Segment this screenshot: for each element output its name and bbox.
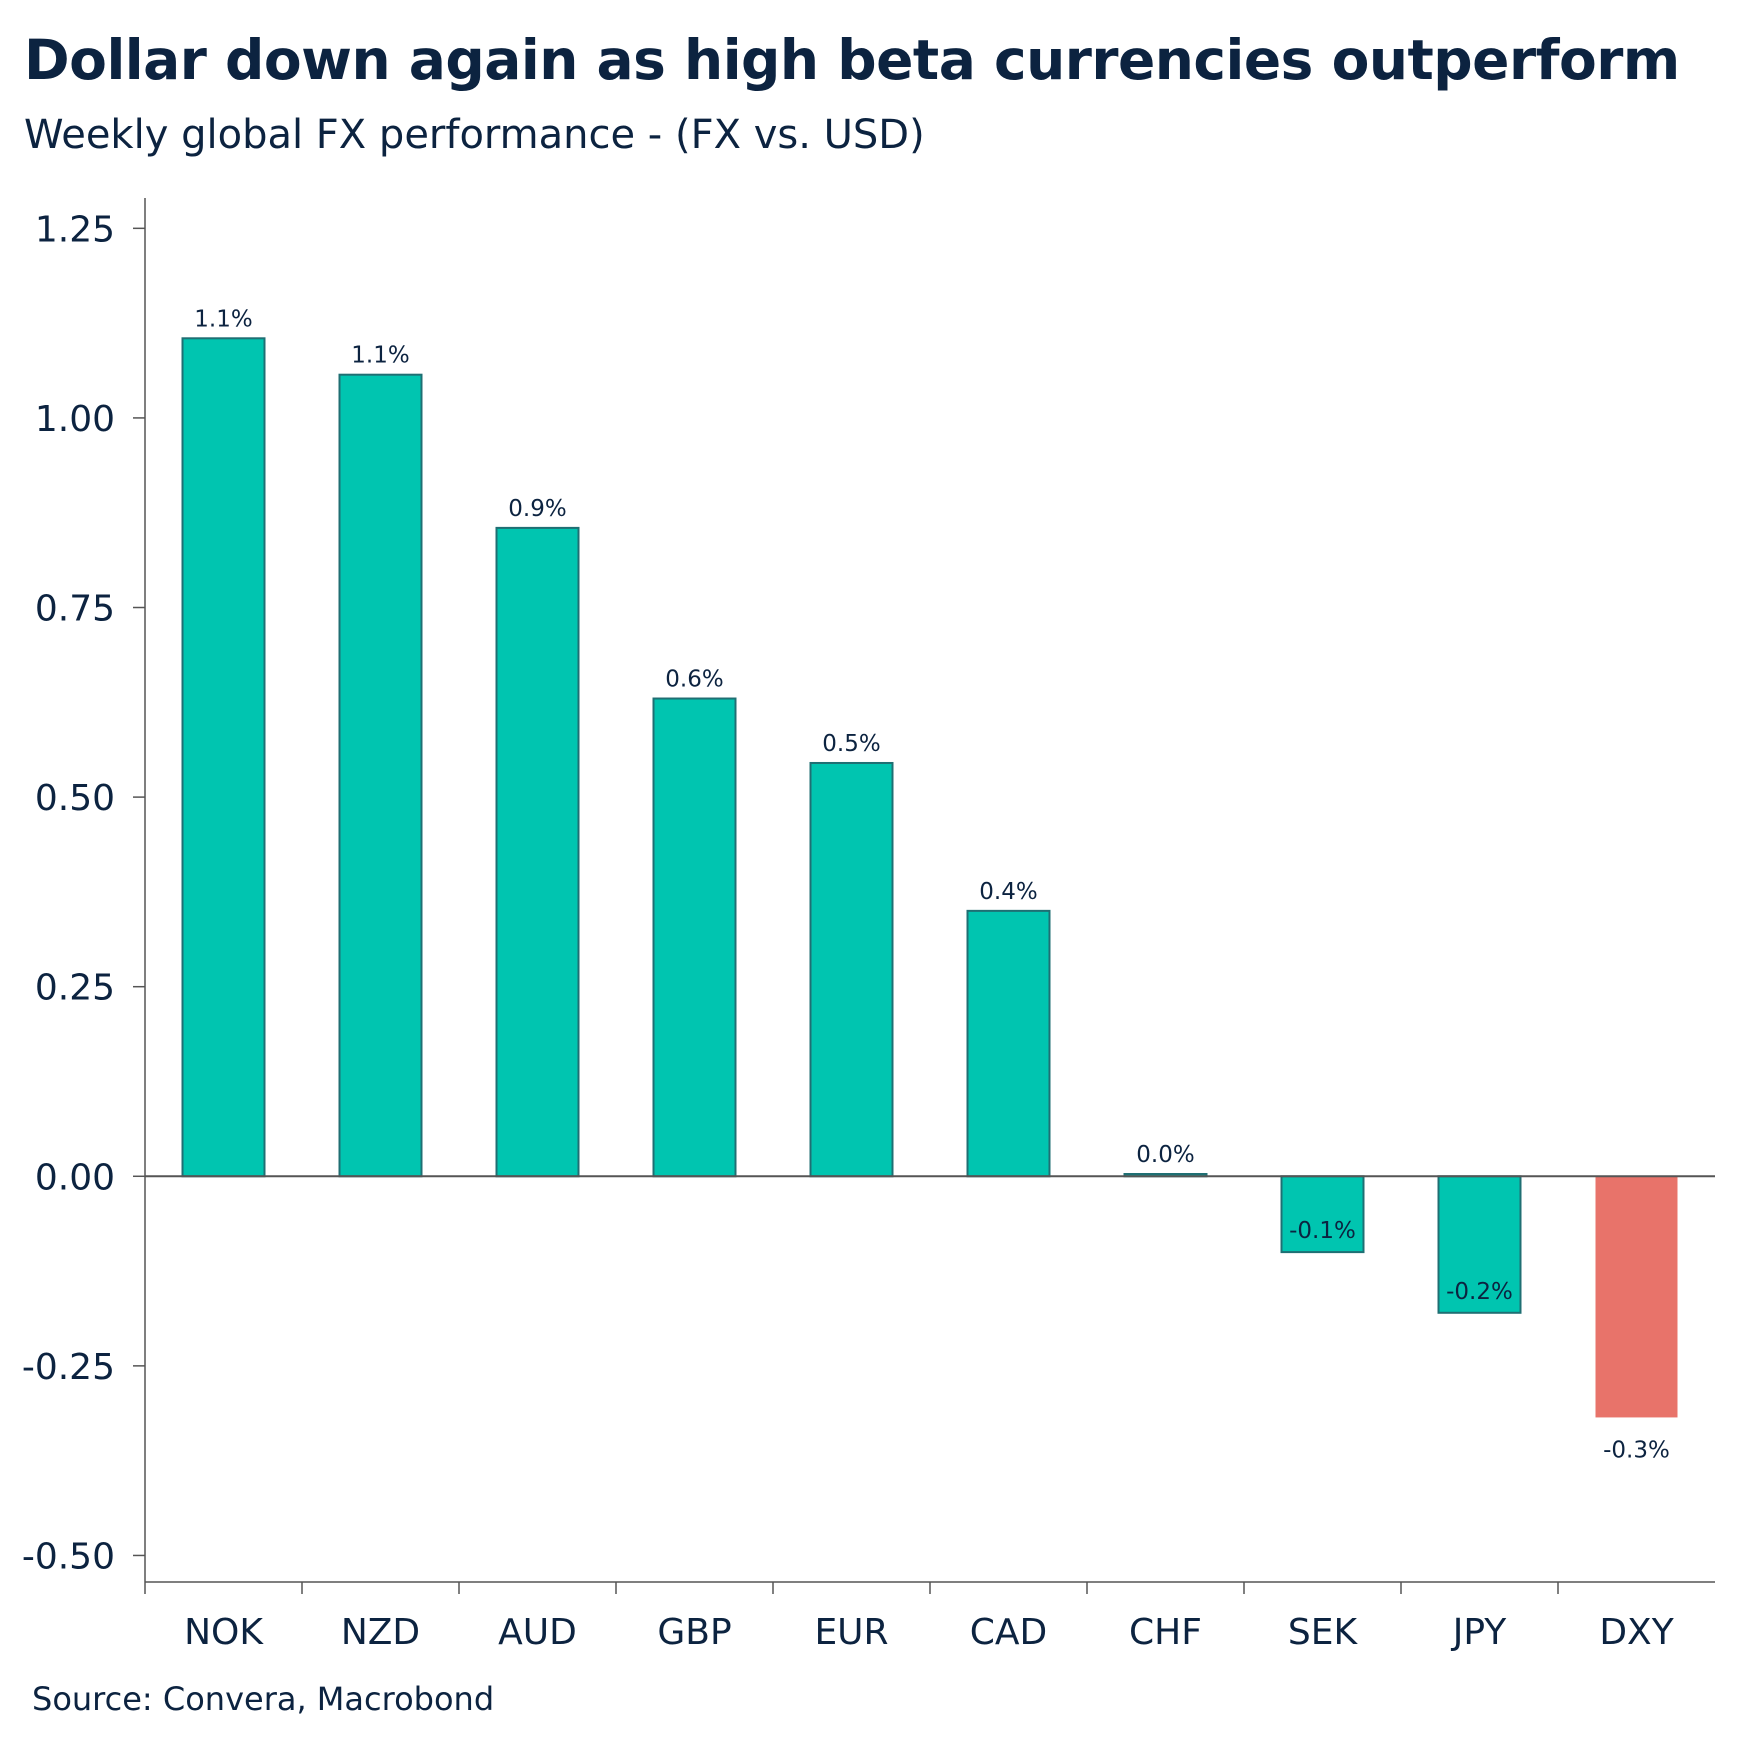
x-axis: NOK NZD AUD GBP EUR CAD CHF SEK JPY DXY <box>144 1581 1715 1653</box>
y-tick-label: 0.25 <box>35 968 115 1009</box>
bar-sek <box>1280 1175 1365 1254</box>
y-tick-label: 0.75 <box>35 589 115 630</box>
y-tick-label: 1.00 <box>35 399 115 440</box>
y-tick-label: -0.25 <box>22 1347 115 1388</box>
y-axis: 1.25 1.00 0.75 0.50 0.25 0.00 -0.25 -0.50 <box>22 198 146 1582</box>
x-tick-label: EUR <box>814 1612 888 1653</box>
data-label: 1.1% <box>194 306 252 332</box>
y-tick-label: 0.00 <box>35 1157 115 1198</box>
data-label: -0.1% <box>1289 1218 1356 1244</box>
x-tick-label: NZD <box>341 1612 420 1653</box>
y-tick-label: -0.50 <box>22 1536 115 1577</box>
chart-title: Dollar down again as high beta currencie… <box>24 28 1680 92</box>
data-label: -0.2% <box>1446 1279 1513 1305</box>
x-tick-label: DXY <box>1599 1612 1674 1653</box>
x-tick-label: AUD <box>498 1612 577 1653</box>
chart-subtitle: Weekly global FX performance - (FX vs. U… <box>24 112 925 158</box>
bar-gbp <box>652 697 737 1178</box>
x-tick-label: SEK <box>1288 1612 1359 1653</box>
source-note: Source: Convera, Macrobond <box>32 1680 495 1718</box>
y-tick-label: 0.50 <box>35 778 115 819</box>
data-label: 0.0% <box>1136 1142 1194 1168</box>
y-tick-label: 1.25 <box>35 209 115 250</box>
data-label: 0.5% <box>822 731 880 757</box>
bar-nzd <box>338 373 423 1178</box>
data-label: -0.3% <box>1603 1437 1670 1463</box>
x-tick-label: CHF <box>1129 1612 1202 1653</box>
data-label: 0.6% <box>665 667 723 693</box>
x-tick-label: JPY <box>1451 1612 1508 1653</box>
data-label: 0.9% <box>508 496 566 522</box>
bar-eur <box>809 761 894 1178</box>
bars: 1.1% 1.1% 0.9% 0.6% 0.5% 0.4% 0.0% -0.1% -0.2% -0… <box>145 306 1715 1463</box>
x-tick-label: GBP <box>657 1612 731 1653</box>
bar-dxy <box>1595 1176 1678 1418</box>
bar-aud <box>495 526 580 1178</box>
data-label: 1.1% <box>351 343 409 369</box>
x-tick-label: CAD <box>970 1612 1047 1653</box>
x-tick-label: NOK <box>184 1612 264 1653</box>
bar-nok <box>181 337 266 1178</box>
data-label: 0.4% <box>979 879 1037 905</box>
bar-cad <box>966 909 1051 1178</box>
